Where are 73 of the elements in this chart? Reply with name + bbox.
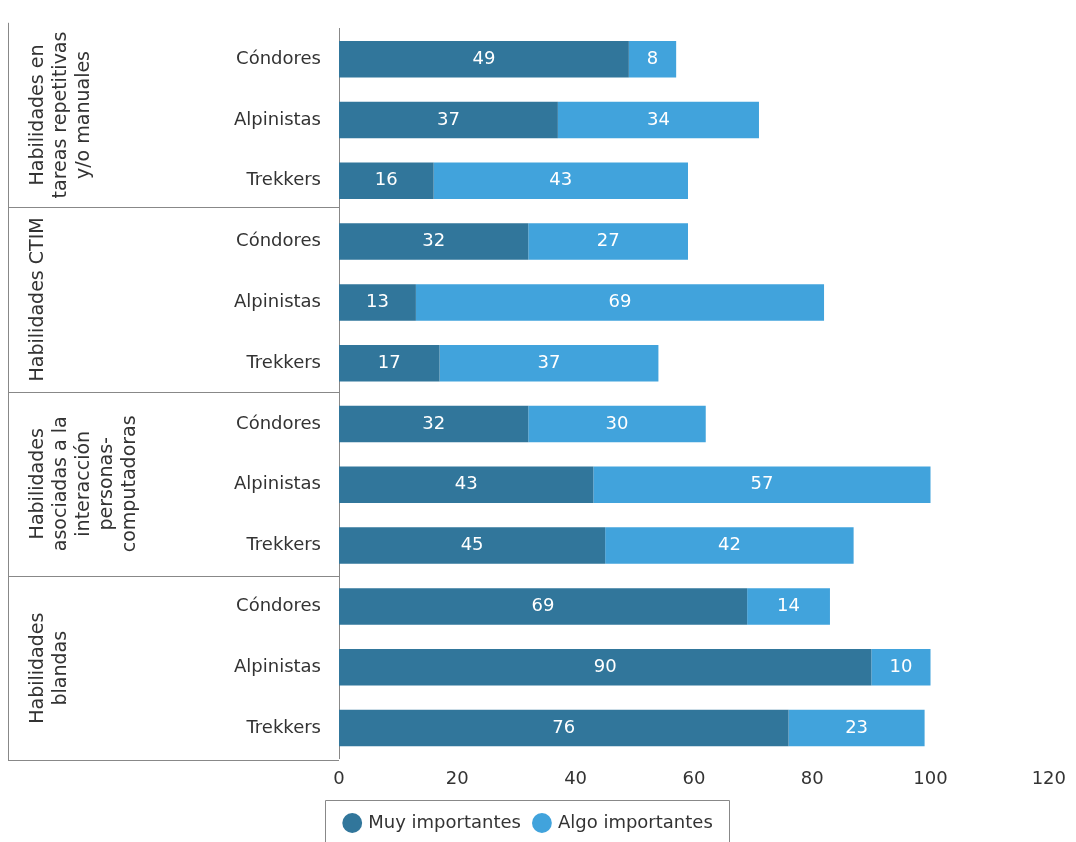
y-tick-label: Trekkers [245,715,321,737]
bar [339,648,872,686]
data-label: 42 [717,533,741,555]
x-tick-label: 0 [333,766,345,788]
bar [788,709,925,747]
bar [528,405,706,443]
data-label: 27 [596,229,620,251]
text: Habilidades CTIM [24,217,47,382]
y-tick-label: Cóndores [236,594,321,616]
data-label: 76 [552,715,576,737]
x-tick-label: 80 [800,766,824,788]
data-label: 14 [777,594,801,616]
y-tick-label: Alpinistas [234,107,321,129]
y-tick-label: Alpinistas [234,654,321,676]
y-tick-label: Trekkers [245,533,321,555]
bar [747,588,830,625]
data-label: 23 [845,715,869,737]
data-label: 37 [537,350,561,372]
bar [339,588,748,625]
bar [339,101,558,139]
y-tick-label: Alpinistas [234,472,321,494]
data-label: 43 [454,472,478,494]
x-tick-label: 100 [913,766,948,788]
bar [439,344,659,382]
data-label: 16 [374,168,398,190]
data-label: 49 [472,46,496,68]
bar [339,344,440,382]
bar [628,40,677,78]
y-tick-label: Cóndores [236,46,321,68]
data-label: 8 [646,46,659,68]
data-label: 17 [377,350,401,372]
bar [593,466,931,504]
bar [871,648,931,686]
bar [339,40,629,78]
y-tick-label: Alpinistas [234,290,321,312]
bar [339,284,416,321]
bar [605,527,854,564]
data-label: 69 [608,290,632,312]
data-label: 43 [549,168,573,190]
x-tick-label: 120 [1031,766,1066,788]
data-label: 30 [605,411,629,433]
bar [339,405,529,443]
bar [339,162,434,200]
data-label: 45 [460,533,484,555]
legend-label: Algo importantes [557,810,713,832]
x-tick-label: 20 [445,766,469,788]
data-label: 13 [366,290,389,312]
bar [557,101,759,139]
data-label: 57 [750,472,774,494]
data-label: 32 [422,229,446,251]
data-label: 32 [422,411,446,433]
data-label: 69 [531,594,555,616]
bar [339,527,606,564]
bar [528,223,688,260]
data-label: 37 [436,107,460,129]
bar [433,162,688,200]
text: Habilidades asociadas a la interacción personas-computadoras [24,415,139,553]
bar [339,709,789,747]
x-tick-label: 60 [682,766,706,788]
data-label: 90 [593,654,617,676]
y-tick-label: Trekkers [245,168,321,190]
y-tick-label: Trekkers [245,350,321,372]
y-tick-label: Cóndores [236,411,321,433]
legend-label: Muy importantes [368,810,521,832]
bar [415,284,825,321]
data-label: 10 [889,654,913,676]
x-tick-label: 40 [564,766,588,788]
bar [339,223,529,260]
bar [339,466,594,504]
text: Habilidades en tareas repetitivas y/o manuales [24,31,93,199]
y-tick-label: Cóndores [236,229,321,251]
text: Habilidades blandas [24,612,70,724]
data-label: 34 [646,107,670,129]
